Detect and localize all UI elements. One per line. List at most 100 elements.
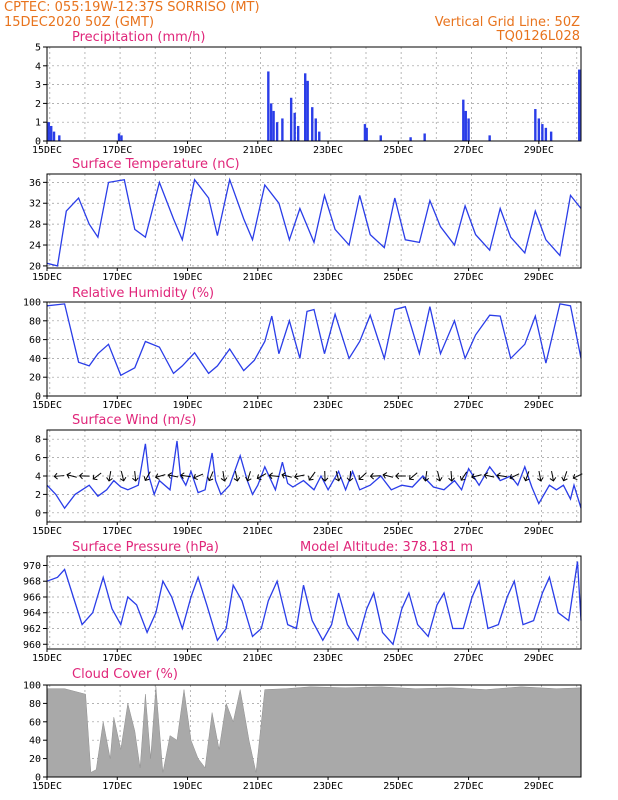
cloud-panel: 0 20 40 60 80 100 15DEC 17DEC 19DEC 21DEC 23DEC 25D… [23, 681, 582, 792]
rh-panel: 0 20 40 60 80 100 15DEC 17DEC 19DEC 21DEC 23DEC 25D… [23, 298, 582, 411]
wind-direction-arrow [245, 471, 252, 482]
wind-arrow-shaft [563, 471, 568, 481]
wind-arrow-head [132, 477, 139, 482]
wind-arrow-head [268, 472, 273, 480]
wind-arrow-head [436, 476, 443, 482]
wind-direction-arrow [496, 472, 508, 479]
wind-xtick-label: 15DEC [32, 526, 62, 537]
precip-xtick-label: 15DEC [32, 145, 62, 156]
temp-panel: 20 24 28 32 36 15DEC 17DEC 19DEC 21DEC 23DEC 25DEC… [29, 173, 582, 283]
wind-direction-arrow [436, 471, 443, 482]
cloud-ytick-label: 80 [29, 699, 41, 710]
wind-arrow-shaft [349, 470, 352, 482]
rh-frame [46, 301, 582, 397]
pres-xtick-label: 29DEC [524, 653, 554, 664]
temp-xtick-label: 15DEC [32, 272, 62, 283]
wind-arrow-shaft [155, 474, 166, 478]
wind-direction-arrow [537, 470, 544, 482]
wind-arrow-head [549, 477, 557, 482]
wind-direction-arrow [256, 473, 267, 481]
cloud-ytick-label: 60 [29, 717, 41, 728]
wind-xtick-label: 25DEC [383, 526, 413, 537]
temp-xtick-label: 21DEC [243, 272, 273, 283]
pres-xtick-label: 15DEC [32, 653, 62, 664]
precip-bar [363, 124, 367, 141]
wind-arrow-head [308, 475, 314, 481]
precip-bar [549, 131, 553, 141]
wind-direction-arrow [422, 470, 430, 482]
precip-bar [423, 133, 426, 141]
precip-ytick-label: 5 [35, 43, 41, 54]
wind-direction-arrow [92, 472, 102, 481]
precip-ytick-label: 2 [35, 99, 41, 110]
wind-arrow-head [245, 476, 252, 482]
rh-xtick-label: 21DEC [243, 400, 273, 411]
pressure-title: Surface Pressure (hPa) [72, 540, 219, 555]
precip-bar [544, 127, 548, 141]
wind-arrow-shaft [247, 471, 251, 481]
wind-direction-arrow [281, 472, 292, 479]
wind-arrow-head [293, 473, 299, 480]
wind-arrow-shaft [168, 474, 179, 478]
cloud-xtick-label: 27DEC [454, 781, 484, 792]
wind-direction-arrow [509, 473, 520, 481]
rh-xtick-label: 25DEC [383, 400, 413, 411]
precip-ytick-label: 1 [35, 118, 41, 129]
wind-ytick-label: 0 [35, 508, 41, 519]
wind-ytick-label: 4 [35, 472, 41, 483]
wind-xtick-label: 19DEC [172, 526, 202, 537]
cloud-xtick-label: 19DEC [172, 781, 202, 792]
wind-direction-arrow [66, 472, 77, 479]
precip-bar [275, 122, 279, 141]
precip-bar [272, 110, 275, 141]
temp-xtick-label: 29DEC [524, 272, 554, 283]
precip-ytick-label: 4 [35, 61, 41, 72]
wind-arrow-shaft [54, 475, 65, 477]
rh-series-line [46, 303, 582, 377]
temp-ytick-label: 32 [29, 199, 41, 210]
wind-direction-arrow [572, 473, 583, 481]
wind-xtick-label: 27DEC [454, 526, 484, 537]
pres-panel: 960 962 964 966 968 970 15DEC 17DEC 19DEC 21DEC 23… [23, 555, 582, 664]
temp-ytick-label: 36 [29, 178, 41, 189]
precip-bar [58, 135, 61, 141]
wind-arrow-shaft [358, 472, 367, 480]
wind-direction-arrow [471, 473, 482, 480]
temp-title: Surface Temperature (nC) [72, 157, 240, 172]
rh-xtick-label: 23DEC [313, 400, 343, 411]
rh-xtick-label: 27DEC [454, 400, 484, 411]
wind-arrow-head [180, 472, 185, 479]
rh-xtick-label: 19DEC [172, 400, 202, 411]
wind-frame [46, 429, 582, 523]
precip-bar [462, 99, 465, 141]
rh-ytick-label: 40 [29, 354, 41, 365]
rh-ytick-label: 60 [29, 335, 41, 346]
wind-arrow-shaft [437, 471, 441, 481]
rh-ytick-label: 100 [23, 298, 41, 309]
precip-xtick-label: 19DEC [172, 145, 202, 156]
wind-arrow-shaft [509, 473, 520, 479]
wind-series-line [46, 440, 582, 510]
wind-arrow-head [233, 477, 241, 482]
cloud-ytick-label: 40 [29, 736, 41, 747]
wind-arrow-head [561, 476, 568, 482]
precip-bar [269, 103, 273, 141]
pres-ytick-label: 960 [23, 640, 41, 651]
wind-arrow-shaft [208, 471, 214, 481]
wind-direction-arrow [483, 472, 495, 479]
wind-arrow-shaft [92, 472, 102, 480]
temp-xtick-label: 25DEC [383, 272, 413, 283]
station-header: CPTEC: 055:19W-12:37S SORRISO (MT) [4, 0, 260, 15]
wind-arrow-shaft [257, 473, 267, 479]
pres-ytick-label: 970 [23, 561, 41, 572]
wind-arrow-shaft [484, 474, 495, 478]
temp-ytick-label: 28 [29, 220, 41, 231]
wind-arrow-shaft [108, 470, 112, 482]
precip-bar [281, 118, 284, 141]
wind-arrow-shaft [144, 471, 151, 481]
pres-frame [46, 555, 582, 650]
precip-bar [464, 110, 467, 141]
wind-arrow-head [523, 476, 530, 482]
wind-arrow-head [537, 477, 544, 482]
